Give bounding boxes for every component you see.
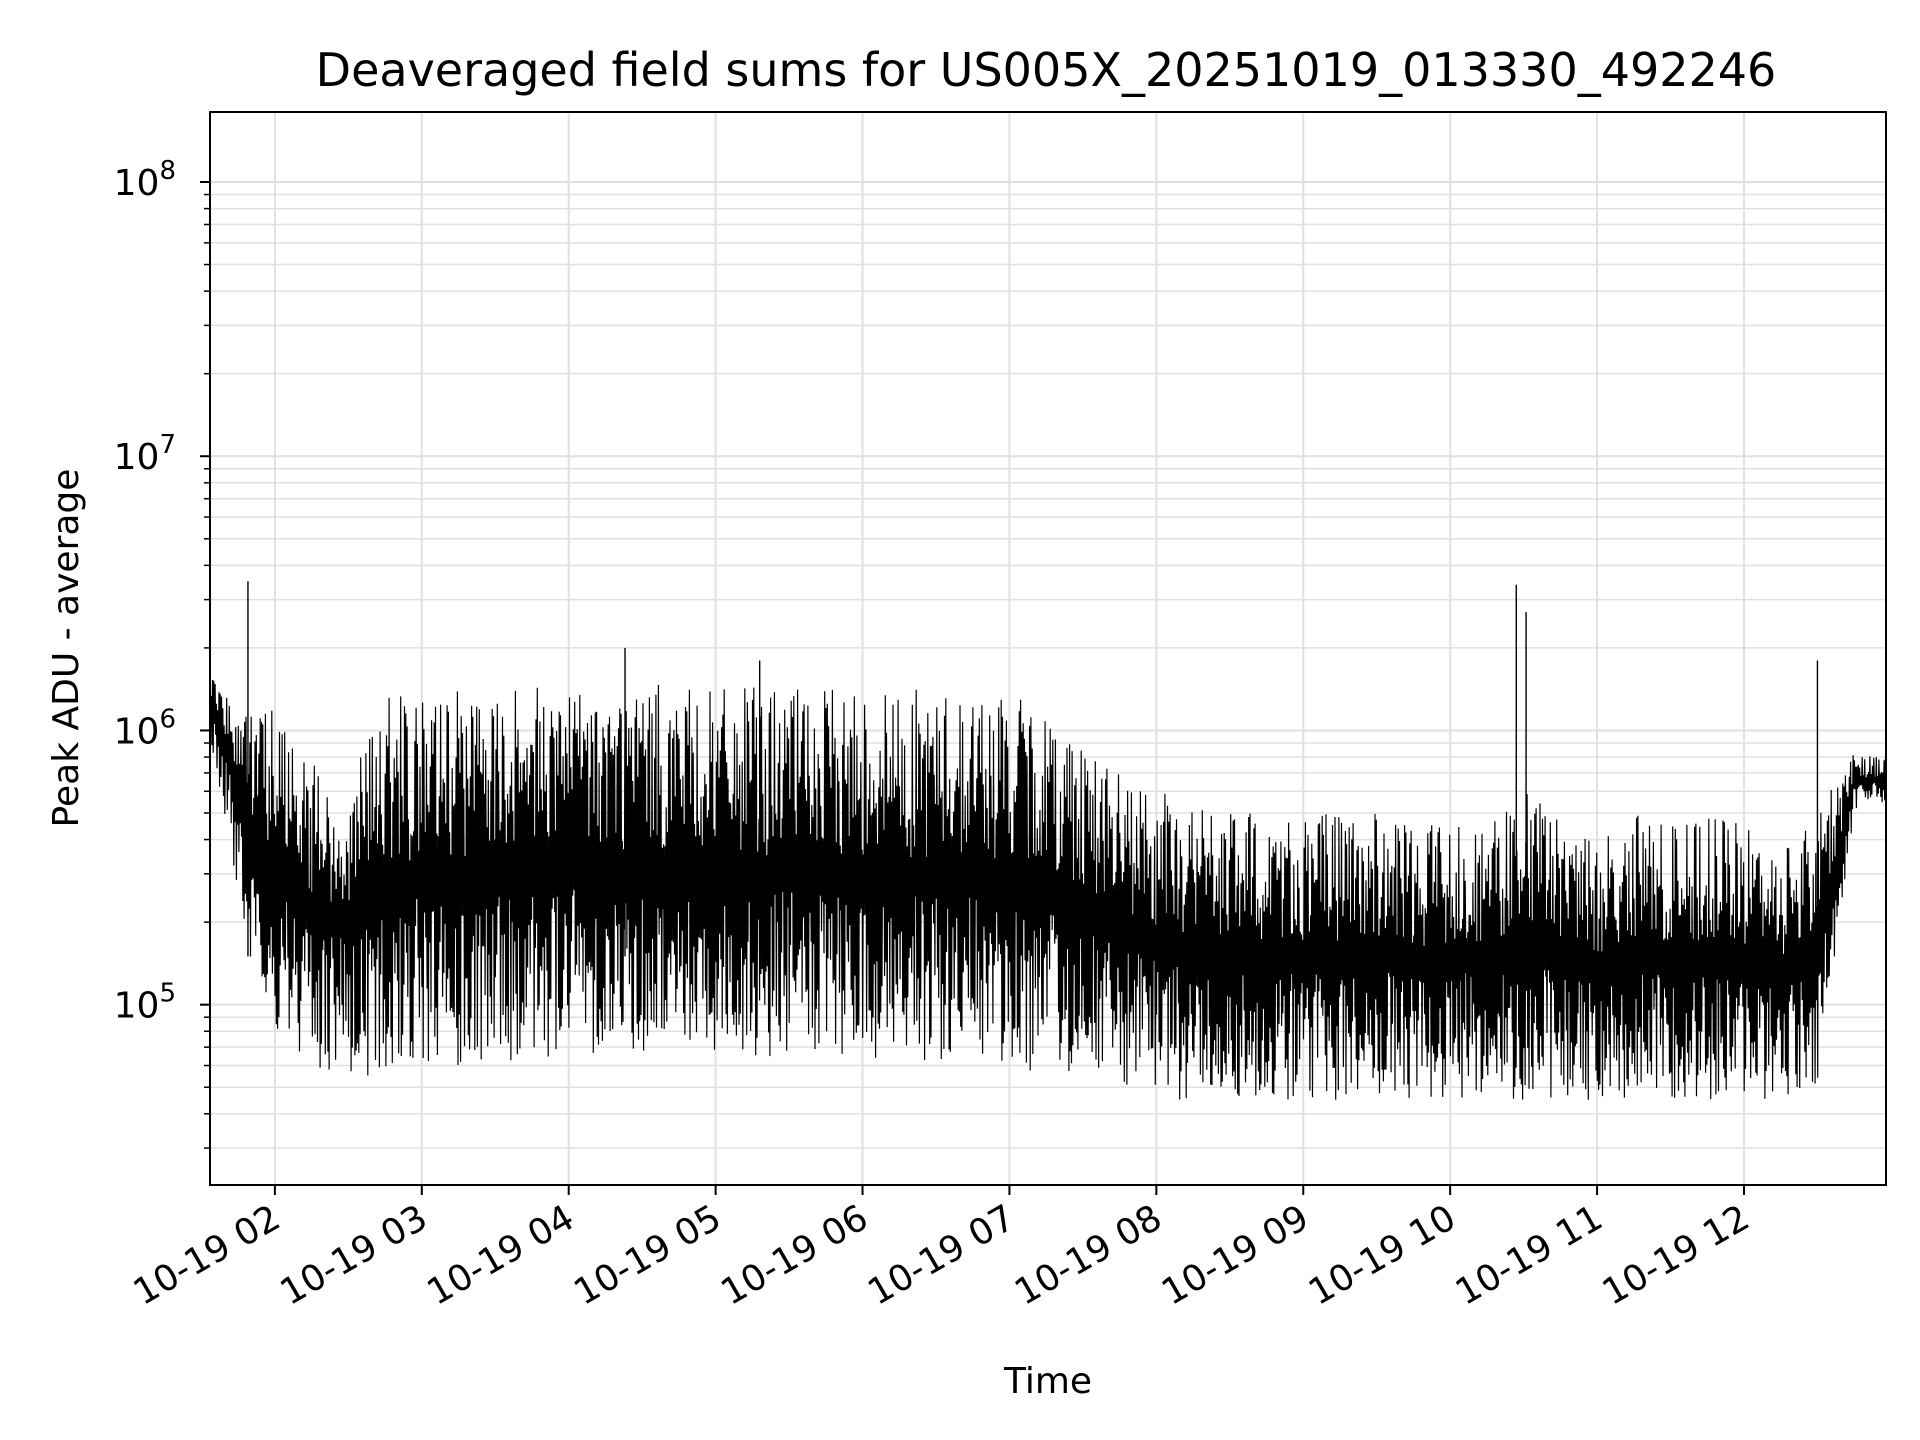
chart-title: Deaveraged field sums for US005X_2025101… bbox=[316, 43, 1777, 97]
series-layer bbox=[210, 581, 1887, 1100]
x-axis-label: Time bbox=[1003, 1361, 1092, 1402]
y-axis: 105 106 107 108 bbox=[114, 156, 210, 1149]
y-tick-label: 105 bbox=[114, 979, 176, 1027]
series-line bbox=[210, 679, 1887, 1100]
y-tick-label: 108 bbox=[114, 156, 176, 204]
y-axis-label: Peak ADU - average bbox=[46, 469, 87, 828]
y-tick-label: 107 bbox=[114, 430, 176, 478]
y-tick-label: 106 bbox=[114, 704, 176, 752]
